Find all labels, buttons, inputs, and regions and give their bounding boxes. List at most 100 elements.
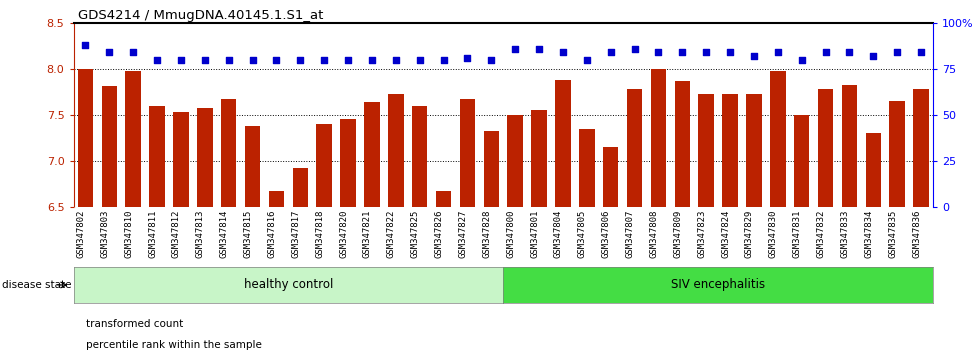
Point — [699, 50, 714, 55]
Point — [197, 57, 213, 63]
Bar — [460, 99, 475, 354]
Bar — [555, 80, 570, 354]
Text: GSM347815: GSM347815 — [244, 210, 253, 258]
Point — [317, 57, 332, 63]
Text: SIV encephalitis: SIV encephalitis — [671, 279, 765, 291]
Bar — [77, 69, 93, 354]
Bar — [388, 94, 404, 354]
Point — [722, 50, 738, 55]
Point — [269, 57, 284, 63]
Bar — [197, 108, 213, 354]
Bar — [102, 86, 117, 354]
Bar — [651, 69, 666, 354]
Text: GSM347829: GSM347829 — [745, 210, 754, 258]
Bar — [220, 99, 236, 354]
Point — [770, 50, 786, 55]
Bar — [412, 106, 427, 354]
Text: GSM347807: GSM347807 — [625, 210, 634, 258]
Bar — [245, 126, 261, 354]
Text: GSM347803: GSM347803 — [100, 210, 110, 258]
Point — [77, 42, 93, 48]
Point — [365, 57, 380, 63]
Point — [651, 50, 666, 55]
Text: disease state: disease state — [2, 280, 72, 290]
Point — [674, 50, 690, 55]
Bar — [508, 115, 523, 354]
Text: GSM347800: GSM347800 — [506, 210, 515, 258]
Text: GSM347833: GSM347833 — [841, 210, 850, 258]
Text: GSM347824: GSM347824 — [721, 210, 730, 258]
Bar — [149, 106, 165, 354]
Text: GSM347812: GSM347812 — [172, 210, 181, 258]
Text: GSM347817: GSM347817 — [291, 210, 300, 258]
Bar — [817, 89, 833, 354]
Text: GSM347820: GSM347820 — [339, 210, 348, 258]
Text: GSM347826: GSM347826 — [434, 210, 444, 258]
Text: GSM347808: GSM347808 — [650, 210, 659, 258]
Text: GSM347836: GSM347836 — [912, 210, 921, 258]
Text: GSM347827: GSM347827 — [459, 210, 467, 258]
Text: GSM347809: GSM347809 — [673, 210, 682, 258]
Bar — [722, 94, 738, 354]
Bar — [365, 102, 379, 354]
Point — [817, 50, 833, 55]
Text: percentile rank within the sample: percentile rank within the sample — [86, 340, 262, 350]
Point — [388, 57, 404, 63]
Text: GSM347830: GSM347830 — [768, 210, 778, 258]
Point — [340, 57, 356, 63]
Bar — [579, 129, 595, 354]
Text: GSM347835: GSM347835 — [888, 210, 897, 258]
Text: GSM347811: GSM347811 — [148, 210, 157, 258]
Point — [483, 57, 499, 63]
Point — [220, 57, 236, 63]
Text: GSM347832: GSM347832 — [816, 210, 825, 258]
Bar — [340, 119, 356, 354]
Text: GDS4214 / MmugDNA.40145.1.S1_at: GDS4214 / MmugDNA.40145.1.S1_at — [78, 9, 323, 22]
Point — [149, 57, 165, 63]
Point — [865, 53, 881, 59]
Text: GSM347822: GSM347822 — [387, 210, 396, 258]
Point — [245, 57, 261, 63]
Bar — [865, 133, 881, 354]
Text: GSM347805: GSM347805 — [578, 210, 587, 258]
Bar — [770, 71, 786, 354]
Point — [173, 57, 189, 63]
Point — [102, 50, 118, 55]
Point — [412, 57, 427, 63]
Point — [555, 50, 570, 55]
Point — [460, 55, 475, 61]
Point — [603, 50, 618, 55]
Text: GSM347823: GSM347823 — [697, 210, 707, 258]
Bar — [913, 89, 929, 354]
Text: GSM347828: GSM347828 — [482, 210, 491, 258]
Bar — [269, 192, 284, 354]
Point — [913, 50, 929, 55]
Bar — [699, 94, 713, 354]
Point — [436, 57, 452, 63]
Point — [626, 46, 642, 52]
Bar — [531, 110, 547, 354]
Point — [889, 50, 905, 55]
Text: healthy control: healthy control — [244, 279, 333, 291]
Bar — [794, 115, 809, 354]
Text: GSM347813: GSM347813 — [196, 210, 205, 258]
Text: GSM347825: GSM347825 — [411, 210, 419, 258]
Bar — [317, 124, 332, 354]
Text: GSM347834: GSM347834 — [864, 210, 873, 258]
Point — [508, 46, 523, 52]
Bar — [293, 167, 308, 354]
Text: transformed count: transformed count — [86, 319, 183, 329]
Bar — [890, 101, 905, 354]
Bar — [603, 147, 618, 354]
Bar — [627, 89, 642, 354]
Text: GSM347804: GSM347804 — [554, 210, 563, 258]
Point — [746, 53, 761, 59]
Bar — [436, 192, 452, 354]
Bar — [674, 81, 690, 354]
Point — [292, 57, 308, 63]
Text: GSM347814: GSM347814 — [220, 210, 228, 258]
Text: GSM347810: GSM347810 — [124, 210, 133, 258]
Text: GSM347831: GSM347831 — [793, 210, 802, 258]
Point — [125, 50, 141, 55]
Point — [531, 46, 547, 52]
